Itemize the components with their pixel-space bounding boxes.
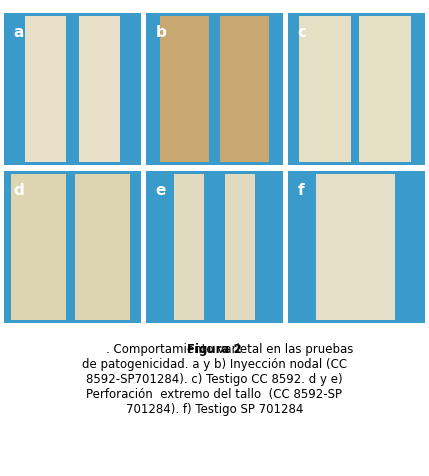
FancyBboxPatch shape bbox=[359, 17, 411, 163]
FancyBboxPatch shape bbox=[25, 17, 66, 163]
FancyBboxPatch shape bbox=[174, 175, 204, 321]
Text: e: e bbox=[156, 183, 166, 198]
FancyBboxPatch shape bbox=[79, 17, 120, 163]
Text: d: d bbox=[14, 183, 24, 198]
FancyBboxPatch shape bbox=[299, 17, 351, 163]
Text: c: c bbox=[298, 25, 307, 40]
FancyBboxPatch shape bbox=[220, 17, 269, 163]
Text: . Comportamiento varietal en las pruebas
de patogenicidad. a y b) Inyección noda: . Comportamiento varietal en las pruebas… bbox=[76, 342, 353, 415]
FancyBboxPatch shape bbox=[75, 175, 130, 321]
FancyBboxPatch shape bbox=[225, 175, 255, 321]
Text: f: f bbox=[298, 183, 305, 198]
Text: Figura 2: Figura 2 bbox=[187, 342, 242, 355]
Text: a: a bbox=[14, 25, 24, 40]
FancyBboxPatch shape bbox=[11, 175, 66, 321]
FancyBboxPatch shape bbox=[160, 17, 209, 163]
Text: b: b bbox=[156, 25, 167, 40]
FancyBboxPatch shape bbox=[315, 175, 395, 321]
